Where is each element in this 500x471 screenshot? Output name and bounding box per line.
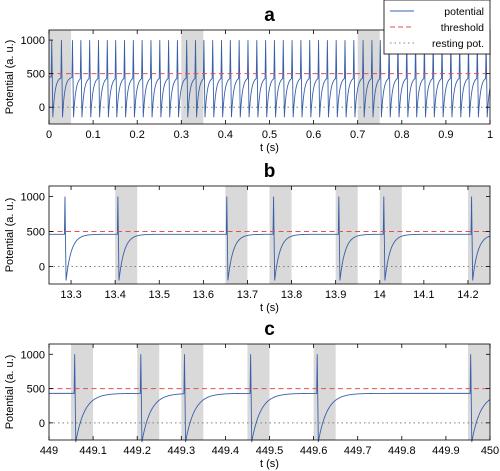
x-tick-label: 0.9 [438, 129, 453, 141]
shaded-interval [137, 344, 160, 440]
x-tick-label: 449.3 [168, 445, 196, 457]
panel-title: c [264, 319, 275, 340]
shaded-interval [357, 30, 380, 124]
panel-b: 13.3 13.4 13.5 13.6 13.7 13.8 13.9 14 14.1 14.2 0 5… [4, 161, 491, 314]
shaded-interval [467, 186, 490, 284]
shaded-interval [71, 344, 94, 440]
shaded-interval [181, 30, 204, 124]
shaded-interval [247, 344, 270, 440]
shaded-interval [181, 344, 204, 440]
shaded-interval [49, 30, 72, 124]
x-tick-label: 0.8 [394, 129, 409, 141]
shaded-interval [467, 344, 490, 440]
y-tick-label: 500 [27, 69, 45, 81]
x-tick-label: 13.3 [60, 289, 81, 301]
x-tick-label: 13.4 [104, 289, 125, 301]
potential-trace [49, 354, 491, 443]
x-axis-label: t (s) [260, 458, 279, 470]
y-tick-label: 1000 [21, 349, 45, 361]
y-axis-label: Potential (a. u.) [4, 355, 16, 430]
legend-label-resting: resting pot. [432, 38, 484, 50]
x-tick-label: 449.2 [123, 445, 151, 457]
x-tick-label: 0.1 [85, 129, 100, 141]
shaded-interval [225, 186, 248, 284]
x-tick-label: 449.9 [432, 445, 460, 457]
y-tick-label: 1000 [21, 192, 45, 204]
x-tick-label: 0 [46, 129, 52, 141]
x-tick-label: 14.2 [457, 289, 478, 301]
x-tick-label: 449.7 [344, 445, 372, 457]
legend: potential threshold resting pot. [383, 0, 491, 55]
y-tick-label: 0 [39, 418, 45, 430]
x-tick-label: 449.8 [388, 445, 416, 457]
x-tick-label: 450 [481, 445, 499, 457]
x-tick-label: 13.7 [237, 289, 258, 301]
y-tick-label: 500 [27, 227, 45, 239]
x-tick-label: 449.6 [300, 445, 328, 457]
x-tick-label: 449.5 [256, 445, 284, 457]
y-tick-label: 500 [27, 384, 45, 396]
panel-title: a [264, 5, 275, 26]
y-tick-label: 0 [39, 102, 45, 114]
x-tick-label: 13.6 [193, 289, 214, 301]
x-tick-label: 449.4 [212, 445, 240, 457]
x-tick-label: 0.2 [130, 129, 145, 141]
y-tick-label: 1000 [21, 35, 45, 47]
x-tick-label: 0.4 [218, 129, 233, 141]
x-tick-label: 14 [374, 289, 386, 301]
x-tick-label: 13.9 [325, 289, 346, 301]
y-axis-label: Potential (a. u.) [4, 198, 16, 273]
axes-box [48, 185, 491, 285]
x-axis-label: t (s) [260, 142, 279, 154]
x-tick-label: 0.6 [306, 129, 321, 141]
shaded-interval [379, 186, 402, 284]
x-tick-label: 449.1 [79, 445, 107, 457]
panel-title: b [264, 161, 276, 182]
x-tick-label: 0.3 [174, 129, 189, 141]
x-axis-label: t (s) [260, 302, 279, 314]
x-tick-label: 14.1 [413, 289, 434, 301]
shaded-interval [335, 186, 358, 284]
x-tick-label: 1 [487, 129, 493, 141]
y-axis-label: Potential (a. u.) [4, 40, 16, 115]
x-tick-label: 13.5 [149, 289, 170, 301]
x-tick-label: 0.7 [350, 129, 365, 141]
shaded-interval [313, 344, 336, 440]
x-tick-label: 0.5 [262, 129, 277, 141]
potential-trace [49, 196, 491, 281]
x-tick-label: 449 [40, 445, 58, 457]
legend-label-threshold: threshold [441, 22, 484, 34]
y-tick-label: 0 [39, 262, 45, 274]
shaded-interval [115, 186, 138, 284]
x-tick-label: 13.8 [281, 289, 302, 301]
shaded-interval [269, 186, 292, 284]
panel-c: 449 449.1 449.2 449.3 449.4 449.5 449.6 449.7 44… [4, 319, 499, 470]
legend-label-potential: potential [444, 6, 484, 18]
